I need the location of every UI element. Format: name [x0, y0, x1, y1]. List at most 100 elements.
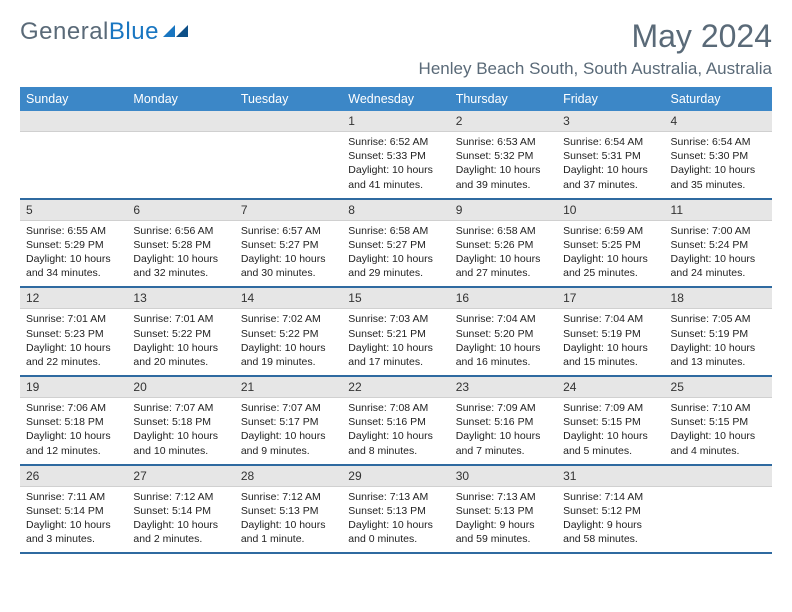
cell-line: and 17 minutes.	[348, 355, 443, 369]
page-title: May 2024	[631, 18, 772, 55]
cell-body: Sunrise: 6:59 AMSunset: 5:25 PMDaylight:…	[557, 221, 664, 287]
cell-body: Sunrise: 7:10 AMSunset: 5:15 PMDaylight:…	[665, 398, 772, 464]
cell-line: Sunset: 5:19 PM	[563, 327, 658, 341]
cell-line: Daylight: 10 hours	[456, 163, 551, 177]
date-number: 13	[127, 288, 234, 309]
calendar-cell: 17Sunrise: 7:04 AMSunset: 5:19 PMDayligh…	[557, 287, 664, 376]
cell-line: Daylight: 10 hours	[133, 429, 228, 443]
cell-line: Daylight: 10 hours	[133, 518, 228, 532]
cell-line: Sunset: 5:13 PM	[348, 504, 443, 518]
cell-line: Sunrise: 7:09 AM	[563, 401, 658, 415]
calendar-cell: 19Sunrise: 7:06 AMSunset: 5:18 PMDayligh…	[20, 376, 127, 465]
cell-body	[127, 132, 234, 190]
cell-line: Sunrise: 6:52 AM	[348, 135, 443, 149]
cell-line: Daylight: 10 hours	[456, 341, 551, 355]
brand-logo: GeneralBlue	[20, 18, 189, 46]
cell-line: Daylight: 10 hours	[456, 252, 551, 266]
date-number: 2	[450, 111, 557, 132]
date-number: 30	[450, 466, 557, 487]
cell-line: and 12 minutes.	[26, 444, 121, 458]
cell-body: Sunrise: 6:52 AMSunset: 5:33 PMDaylight:…	[342, 132, 449, 198]
cell-line: and 4 minutes.	[671, 444, 766, 458]
brand-part2: Blue	[109, 18, 159, 46]
cell-line: Daylight: 10 hours	[26, 518, 121, 532]
calendar-cell: 11Sunrise: 7:00 AMSunset: 5:24 PMDayligh…	[665, 199, 772, 288]
calendar-cell: 22Sunrise: 7:08 AMSunset: 5:16 PMDayligh…	[342, 376, 449, 465]
calendar-cell: 14Sunrise: 7:02 AMSunset: 5:22 PMDayligh…	[235, 287, 342, 376]
cell-line: Sunset: 5:23 PM	[26, 327, 121, 341]
date-number: 14	[235, 288, 342, 309]
cell-line: and 37 minutes.	[563, 178, 658, 192]
cell-line: and 25 minutes.	[563, 266, 658, 280]
cell-line: Sunset: 5:27 PM	[241, 238, 336, 252]
cell-line: Sunset: 5:22 PM	[241, 327, 336, 341]
cell-body: Sunrise: 7:12 AMSunset: 5:14 PMDaylight:…	[127, 487, 234, 553]
dayname-header: Tuesday	[235, 87, 342, 111]
date-number: 25	[665, 377, 772, 398]
cell-line: Sunset: 5:31 PM	[563, 149, 658, 163]
cell-body: Sunrise: 7:11 AMSunset: 5:14 PMDaylight:…	[20, 487, 127, 553]
date-number: 17	[557, 288, 664, 309]
cell-line: Sunrise: 7:08 AM	[348, 401, 443, 415]
cell-body: Sunrise: 7:01 AMSunset: 5:23 PMDaylight:…	[20, 309, 127, 375]
calendar-cell: 3Sunrise: 6:54 AMSunset: 5:31 PMDaylight…	[557, 111, 664, 199]
cell-line: Sunrise: 7:07 AM	[133, 401, 228, 415]
calendar-cell: 5Sunrise: 6:55 AMSunset: 5:29 PMDaylight…	[20, 199, 127, 288]
cell-line: Daylight: 10 hours	[348, 518, 443, 532]
cell-body: Sunrise: 6:58 AMSunset: 5:26 PMDaylight:…	[450, 221, 557, 287]
cell-body	[235, 132, 342, 190]
date-number: 6	[127, 200, 234, 221]
date-number: 23	[450, 377, 557, 398]
cell-line: and 2 minutes.	[133, 532, 228, 546]
date-number: 16	[450, 288, 557, 309]
cell-line: Daylight: 10 hours	[348, 252, 443, 266]
cell-line: Sunset: 5:15 PM	[563, 415, 658, 429]
cell-body: Sunrise: 7:13 AMSunset: 5:13 PMDaylight:…	[450, 487, 557, 553]
calendar-cell	[127, 111, 234, 199]
date-number: 9	[450, 200, 557, 221]
cell-line: Daylight: 10 hours	[348, 429, 443, 443]
cell-line: Daylight: 10 hours	[26, 429, 121, 443]
cell-body: Sunrise: 7:14 AMSunset: 5:12 PMDaylight:…	[557, 487, 664, 553]
cell-line: Sunset: 5:33 PM	[348, 149, 443, 163]
cell-body: Sunrise: 6:55 AMSunset: 5:29 PMDaylight:…	[20, 221, 127, 287]
cell-line: Sunset: 5:16 PM	[348, 415, 443, 429]
cell-line: Sunrise: 7:01 AM	[26, 312, 121, 326]
cell-body: Sunrise: 7:12 AMSunset: 5:13 PMDaylight:…	[235, 487, 342, 553]
cell-line: Sunrise: 7:11 AM	[26, 490, 121, 504]
cell-body	[665, 487, 772, 545]
calendar-cell: 15Sunrise: 7:03 AMSunset: 5:21 PMDayligh…	[342, 287, 449, 376]
cell-line: and 10 minutes.	[133, 444, 228, 458]
cell-line: and 22 minutes.	[26, 355, 121, 369]
dayname-header: Thursday	[450, 87, 557, 111]
cell-line: Sunrise: 7:01 AM	[133, 312, 228, 326]
cell-line: Sunrise: 7:07 AM	[241, 401, 336, 415]
cell-line: Daylight: 10 hours	[241, 429, 336, 443]
cell-line: Sunrise: 6:54 AM	[563, 135, 658, 149]
cell-line: Sunset: 5:21 PM	[348, 327, 443, 341]
dayname-header: Wednesday	[342, 87, 449, 111]
cell-body: Sunrise: 6:54 AMSunset: 5:30 PMDaylight:…	[665, 132, 772, 198]
cell-line: and 0 minutes.	[348, 532, 443, 546]
cell-line: Daylight: 10 hours	[671, 341, 766, 355]
cell-line: Sunset: 5:14 PM	[26, 504, 121, 518]
cell-line: Sunrise: 6:55 AM	[26, 224, 121, 238]
cell-body: Sunrise: 7:13 AMSunset: 5:13 PMDaylight:…	[342, 487, 449, 553]
cell-line: Sunrise: 7:02 AM	[241, 312, 336, 326]
date-number: 5	[20, 200, 127, 221]
cell-body: Sunrise: 7:00 AMSunset: 5:24 PMDaylight:…	[665, 221, 772, 287]
cell-line: and 39 minutes.	[456, 178, 551, 192]
logo-mark-icon	[163, 18, 189, 46]
date-number: 20	[127, 377, 234, 398]
cell-line: Daylight: 9 hours	[563, 518, 658, 532]
cell-line: and 5 minutes.	[563, 444, 658, 458]
date-number: 26	[20, 466, 127, 487]
cell-line: Sunrise: 7:12 AM	[133, 490, 228, 504]
cell-line: Daylight: 10 hours	[671, 252, 766, 266]
date-number: 15	[342, 288, 449, 309]
cell-line: Daylight: 10 hours	[26, 252, 121, 266]
cell-body: Sunrise: 7:04 AMSunset: 5:20 PMDaylight:…	[450, 309, 557, 375]
calendar-cell: 9Sunrise: 6:58 AMSunset: 5:26 PMDaylight…	[450, 199, 557, 288]
cell-line: Sunset: 5:22 PM	[133, 327, 228, 341]
date-number: 4	[665, 111, 772, 132]
